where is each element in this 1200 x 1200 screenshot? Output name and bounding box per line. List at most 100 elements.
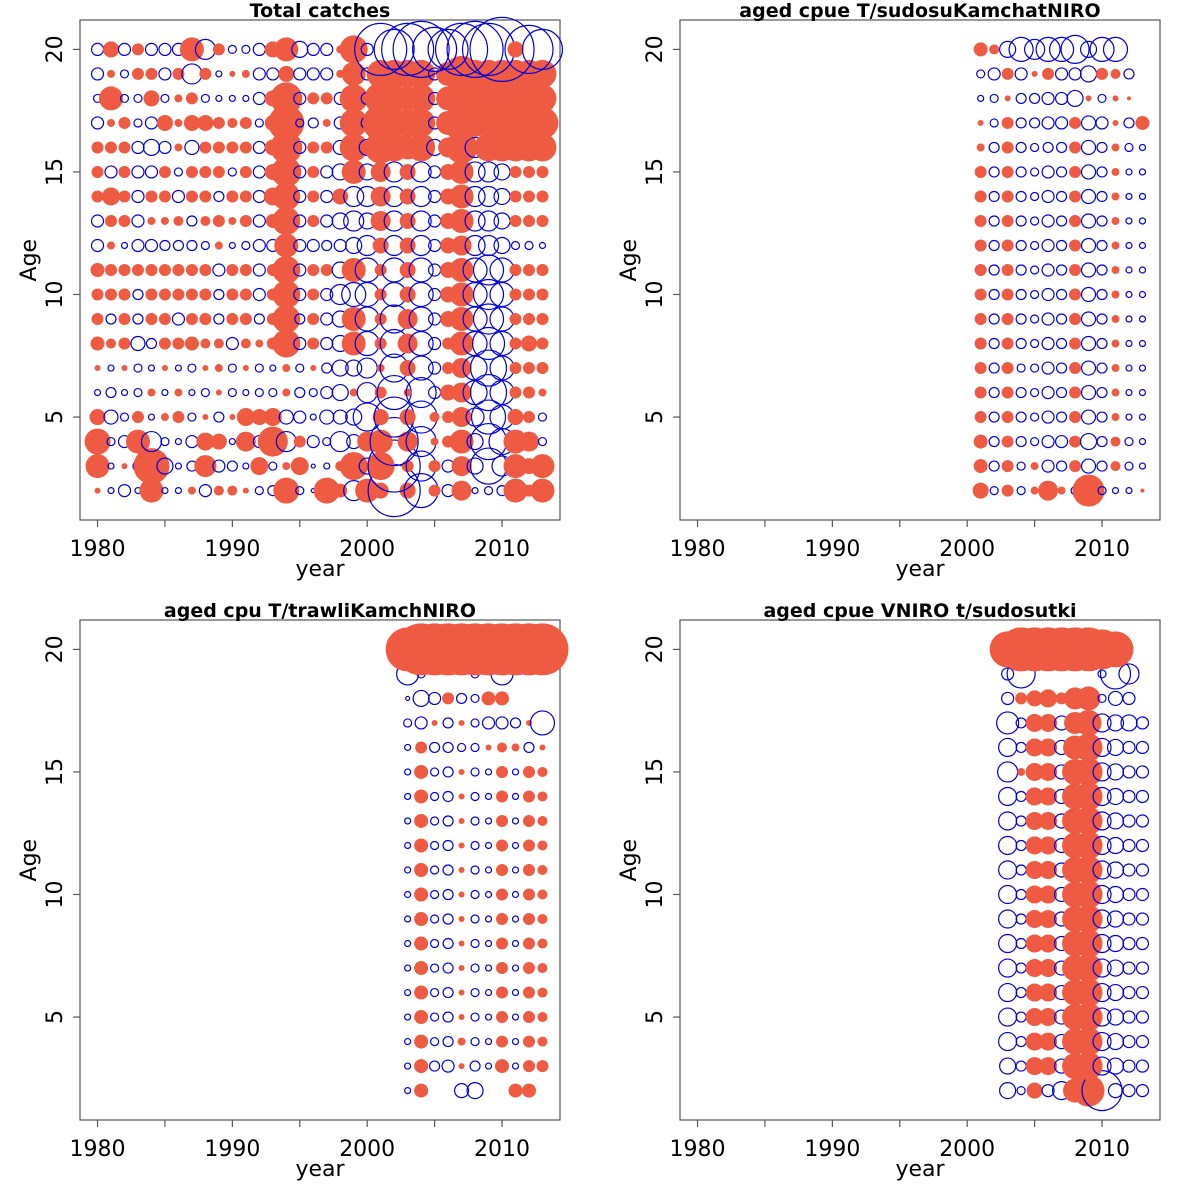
- bubble-positive: [458, 989, 465, 996]
- bubble-negative: [404, 792, 412, 801]
- bubble-negative: [1080, 213, 1097, 229]
- bubble-negative: [428, 312, 442, 326]
- bubble-negative: [511, 988, 520, 997]
- bubble-negative: [510, 240, 521, 251]
- bubble-negative: [414, 716, 428, 730]
- bubble-negative: [200, 387, 210, 398]
- bubble-negative: [188, 388, 196, 397]
- bubble-negative: [1106, 812, 1125, 830]
- bubble-positive: [200, 338, 211, 349]
- bubble-positive: [516, 623, 569, 676]
- bubble-positive: [507, 41, 524, 58]
- bubble-positive: [522, 411, 535, 424]
- bubble-negative: [428, 691, 442, 706]
- bubble-positive: [251, 409, 268, 426]
- bubble-negative: [998, 909, 1018, 929]
- bubble-negative: [428, 214, 442, 228]
- bubble-negative: [495, 716, 509, 730]
- bubble-positive: [536, 264, 549, 276]
- bubble-positive: [407, 133, 436, 162]
- bubble-negative: [410, 234, 432, 257]
- bubble-negative: [1015, 937, 1027, 950]
- bubble-positive: [414, 1059, 429, 1074]
- bubble-negative: [442, 839, 454, 852]
- bubble-negative: [1092, 982, 1112, 1003]
- bubble-negative: [1122, 961, 1136, 975]
- bubble-negative: [295, 118, 305, 128]
- bubble-negative: [471, 486, 479, 495]
- bubble-positive: [145, 67, 158, 80]
- bubble-positive: [451, 358, 472, 379]
- bubble-positive: [508, 1083, 523, 1098]
- bubble-positive: [372, 482, 389, 499]
- bubble-negative: [1030, 191, 1040, 202]
- bubble-positive: [1111, 388, 1120, 397]
- bubble-negative: [343, 210, 365, 232]
- bubble-positive: [522, 888, 535, 901]
- bubble-positive: [272, 256, 301, 284]
- bubble-negative: [252, 42, 266, 57]
- bubble-positive: [118, 214, 131, 227]
- bubble-positive: [1069, 362, 1082, 375]
- bubble-positive: [536, 214, 549, 227]
- bubble-negative: [1066, 89, 1084, 108]
- bubble-negative: [293, 214, 307, 228]
- bubble-negative: [1015, 913, 1027, 925]
- bubble-negative: [1015, 435, 1027, 448]
- bubble-positive: [509, 264, 522, 276]
- bubble-positive: [1001, 165, 1014, 178]
- bubble-positive: [1039, 689, 1058, 708]
- bubble-negative: [455, 692, 468, 705]
- bubble-negative: [484, 939, 493, 948]
- bubble-negative: [1125, 315, 1133, 323]
- bubble-negative: [131, 214, 145, 228]
- bubble-positive: [293, 435, 306, 448]
- bubble-positive: [1074, 905, 1103, 934]
- bubble-positive: [496, 1035, 509, 1048]
- bubble-positive: [1110, 68, 1121, 79]
- bubble-negative: [470, 865, 480, 875]
- bubble-positive: [974, 239, 987, 252]
- bubble-positive: [158, 264, 171, 276]
- bubble-positive: [449, 282, 474, 307]
- bubble-positive: [976, 143, 985, 152]
- bubble-positive: [214, 241, 223, 250]
- bubble-positive: [1025, 738, 1044, 757]
- plot-frame: [679, 19, 1161, 521]
- bubble-positive: [255, 339, 264, 348]
- bubble-positive: [974, 362, 987, 375]
- bubble-positive: [1025, 959, 1044, 978]
- bubble-negative: [1096, 239, 1108, 252]
- bubble-positive: [537, 1036, 548, 1047]
- bubble-negative: [306, 67, 320, 81]
- bubble-positive: [1030, 462, 1039, 471]
- bubble-negative: [228, 241, 236, 250]
- bubble-negative: [442, 815, 454, 827]
- bubble-positive: [1039, 1032, 1058, 1051]
- bubble-negative: [1015, 337, 1027, 350]
- bubble-positive: [536, 362, 549, 375]
- bubble-negative: [186, 215, 198, 227]
- bubble-negative: [1080, 188, 1097, 205]
- bubble-positive: [1111, 192, 1120, 201]
- bubble-positive: [282, 388, 291, 397]
- bubble-positive: [282, 364, 291, 373]
- bubble-positive: [156, 114, 173, 131]
- bubble-positive: [139, 478, 164, 503]
- bubble-negative: [1125, 266, 1133, 274]
- bubble-positive: [1025, 836, 1044, 855]
- bubble-negative: [252, 140, 266, 155]
- bubble-negative: [1024, 38, 1046, 61]
- bubble-negative: [1014, 67, 1028, 81]
- bubble-positive: [213, 485, 224, 496]
- bubble-negative: [1055, 264, 1068, 276]
- bubble-negative: [105, 313, 117, 325]
- bubble-negative: [1080, 237, 1097, 254]
- bubble-negative: [1080, 262, 1097, 278]
- bubble-negative: [117, 42, 132, 57]
- bubble-negative: [472, 278, 505, 311]
- bubble-negative: [470, 816, 480, 826]
- bubble-negative: [1054, 434, 1069, 449]
- bubble-positive: [1096, 67, 1109, 80]
- bubble-negative: [470, 1012, 480, 1022]
